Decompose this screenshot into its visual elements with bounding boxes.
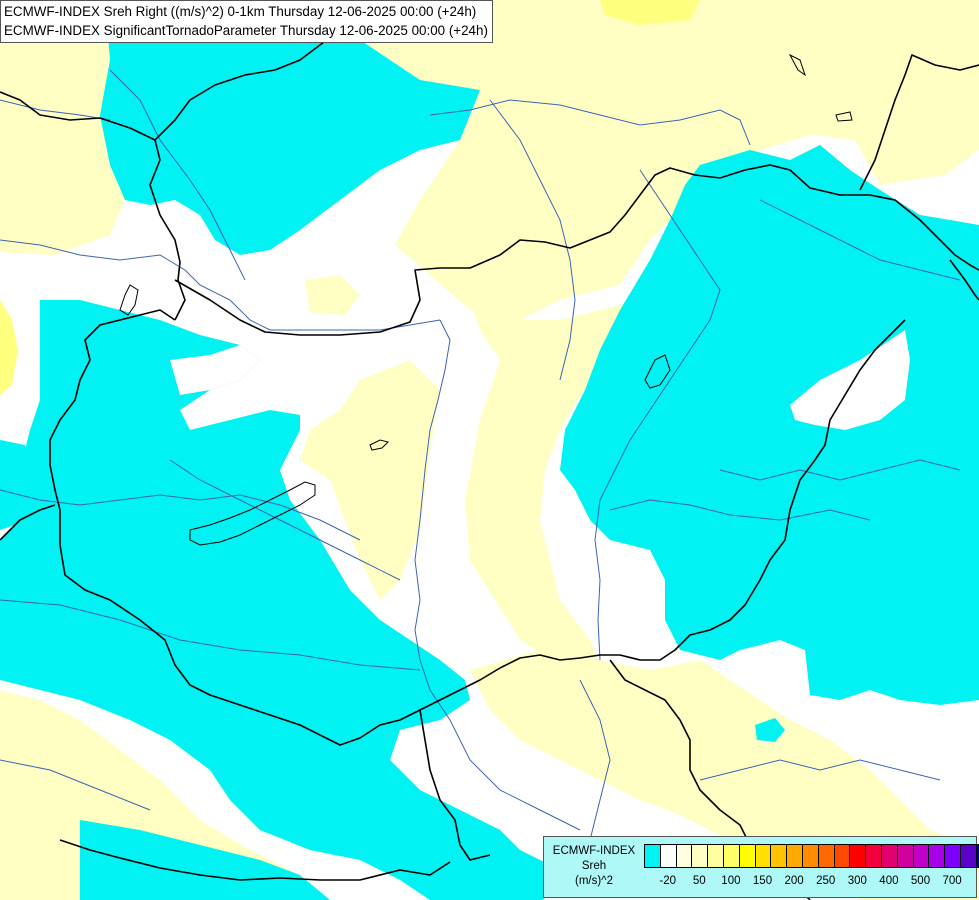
legend-tick-label: 500 [910,875,931,887]
map-title-line-1: ECMWF-INDEX Sreh Right ((m/s)^2) 0-1km T… [4,4,477,19]
border-north-austria [0,91,186,321]
river-tributary-west [0,489,361,541]
rivers [0,69,961,841]
legend-swatches [644,844,979,868]
color-legend: ECMWF-INDEX Sreh (m/s)^2 -20 50 100 150 200 2… [543,836,979,898]
legend-tick-label: -20 [659,875,676,887]
cyan-area-east-small [755,718,785,742]
legend-swatch [708,845,724,867]
lakes [119,53,853,546]
yellow-area-center [465,230,670,665]
cyan-area-northwest [100,0,480,255]
legend-swatch [834,845,851,867]
lake-balaton [189,481,316,546]
yellow-spot-west-edge [0,300,18,395]
legend-swatch [976,845,979,867]
river-west-upper [0,99,111,121]
cyan-area-east-large [560,145,979,705]
yellow-area-small-west [305,275,360,315]
legend-tick-label: 300 [847,875,867,887]
river-drava [169,459,401,581]
legend-swatch [866,845,882,867]
legend-swatch [818,845,835,867]
river-west-lower [0,759,151,811]
yellow-spot-north [600,0,700,25]
cyan-area-west-edge [0,440,35,530]
cyan-area-west-large [0,300,560,900]
lake-neusiedl [119,284,139,316]
legend-swatch [739,845,756,867]
border-hungary-romania [49,309,906,746]
legend-tick-labels: -20 50 100 150 200 250 300 400 500 700 [644,875,974,891]
legend-tick-label: 200 [784,875,804,887]
river-tributary-north [429,99,751,146]
border-croatia-bosnia [419,709,491,861]
legend-swatch [755,845,772,867]
legend-swatch [960,845,977,867]
legend-swatch [771,845,788,867]
river-danube-upper [0,239,441,331]
map-title-box: ECMWF-INDEX Sreh Right ((m/s)^2) 0-1km T… [0,0,493,43]
yellow-area-west-edge [0,150,60,230]
legend-swatch [945,845,961,867]
legend-swatch [660,845,677,867]
river-tributary-east2 [609,499,871,521]
white-hole-east [790,330,910,430]
river-danube-bend [414,319,581,831]
legend-tick-label: 150 [752,875,773,887]
legend-tick-label: 50 [692,875,706,887]
river-south-center [579,679,611,841]
border-east-romania-ukraine [949,259,979,301]
river-tributary-east [719,459,961,481]
lake-small-northeast [835,111,853,122]
legend-swatch [802,845,819,867]
river-sava [0,599,421,671]
cyan-area-southwest-strip [0,580,360,790]
lake-small-center [369,439,389,451]
river-east-upper [759,199,961,281]
legend-swatch [929,845,946,867]
legend-title-line-1: ECMWF-INDEX [552,845,636,857]
legend-tick-label: 700 [942,875,962,887]
map-title-line-2: ECMWF-INDEX SignificantTornadoParameter … [4,23,488,38]
white-hole-west-center [170,345,260,395]
border-west-edge [0,504,56,541]
legend-swatch [676,845,693,867]
river-northwest [109,69,246,281]
legend-tick-label: 250 [816,875,836,887]
legend-tick-label: 100 [721,875,741,887]
river-tisza [594,169,721,661]
river-north-center [489,99,576,381]
white-holes [170,330,910,430]
legend-swatch [850,845,867,867]
border-poland-ukraine [859,54,979,191]
legend-swatch [787,845,803,867]
cyan-area-south-bottom [80,820,330,900]
legend-swatch [645,845,661,867]
yellow-area-north-central [310,0,979,320]
legend-title-line-3: (m/s)^2 [575,875,613,887]
legend-swatch [692,845,709,867]
legend-swatch [913,845,930,867]
legend-swatch [723,845,740,867]
river-southeast [699,759,941,781]
border-north-slovakia [174,164,979,336]
legend-swatch [897,845,914,867]
lake-east-reservoir [644,354,671,389]
legend-tick-label: 400 [879,875,899,887]
legend-title-line-2: Sreh [581,860,607,872]
lake-small-north [788,53,806,77]
legend-title: ECMWF-INDEX Sreh (m/s)^2 [544,844,644,889]
yellow-spots [0,0,700,395]
border-south-lower [59,839,451,881]
legend-swatch [881,845,898,867]
yellow-area-west-central [300,360,440,600]
